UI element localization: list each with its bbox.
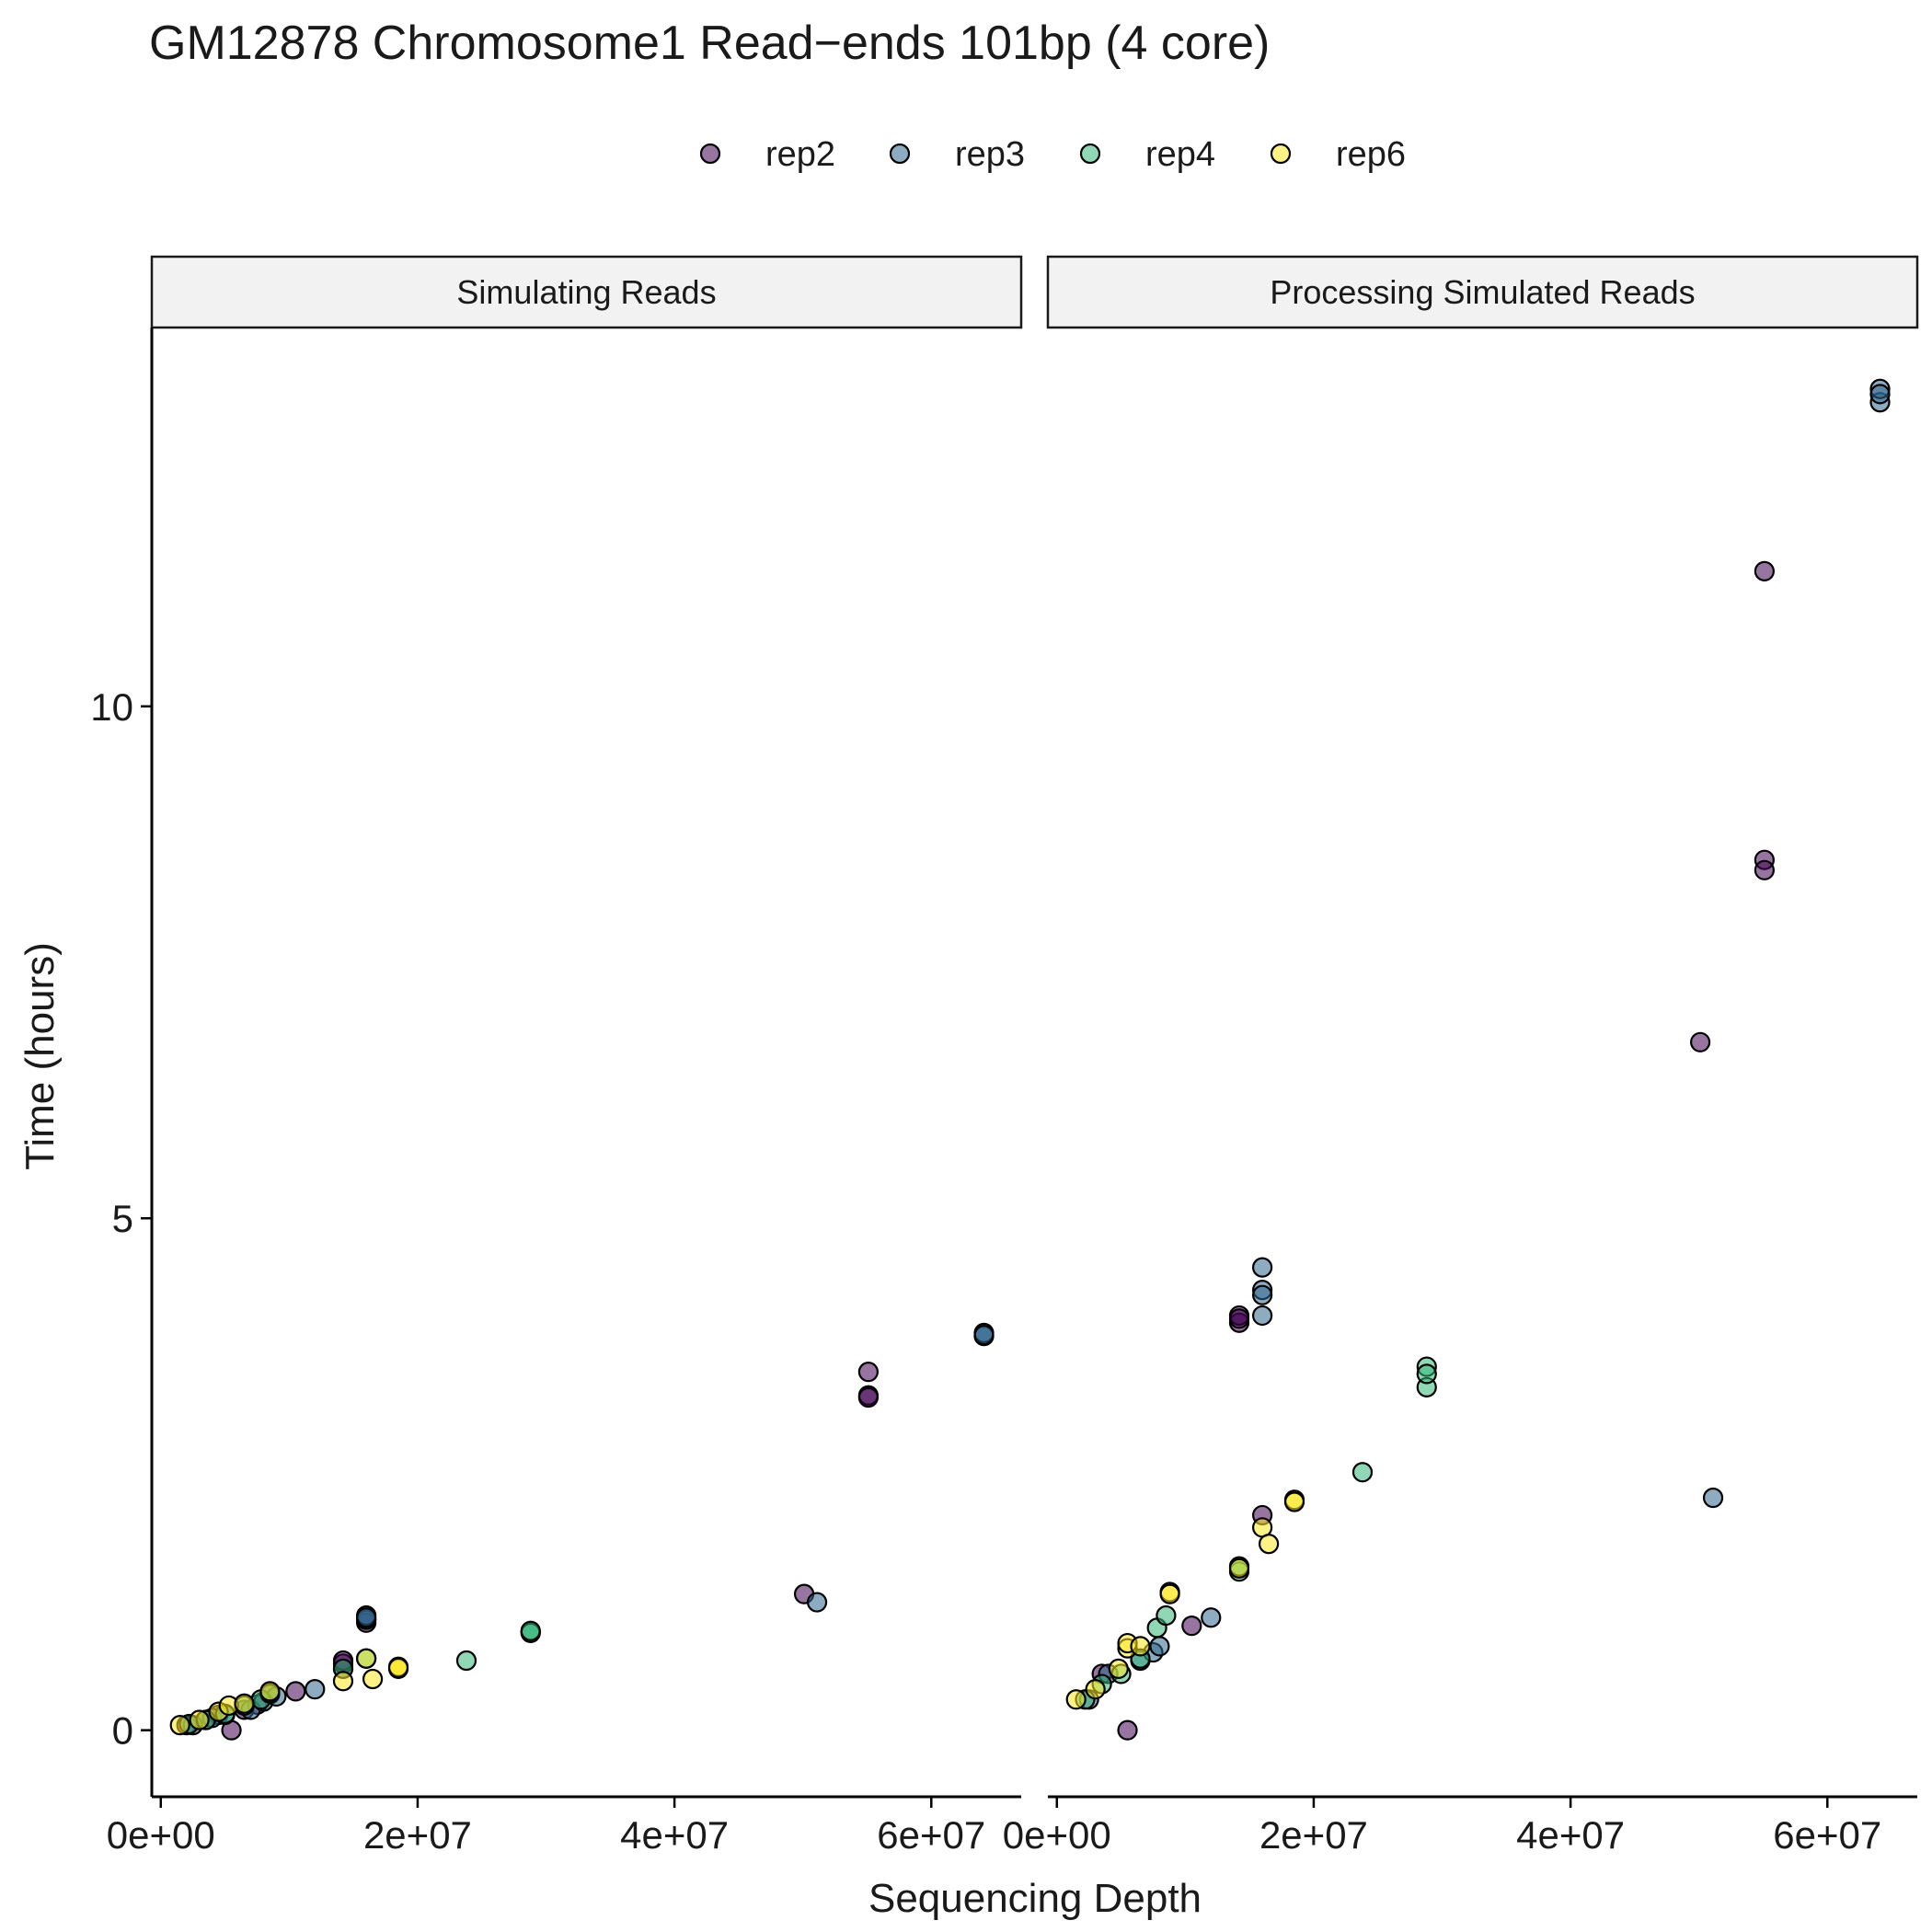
data-point: [1108, 1658, 1129, 1679]
data-point: [1117, 1719, 1138, 1741]
legend-key-rep4: [1079, 143, 1101, 165]
data-point: [169, 1714, 190, 1736]
data-point: [1201, 1607, 1222, 1628]
data-point: [1351, 1462, 1374, 1483]
data-point: [455, 1650, 477, 1672]
data-point: [973, 1324, 995, 1346]
data-point: [1869, 384, 1891, 405]
data-point: [259, 1681, 281, 1702]
data-point: [362, 1668, 384, 1690]
legend-key-rep6: [1270, 143, 1292, 165]
data-point: [305, 1679, 326, 1700]
legend-key-rep2: [699, 143, 721, 165]
data-point: [1416, 1363, 1437, 1385]
series-rep6: [169, 1648, 409, 1736]
x-tick-label: 6e+07: [877, 1813, 985, 1857]
data-point: [1754, 859, 1775, 880]
x-tick-label: 4e+07: [1516, 1813, 1625, 1857]
data-point: [1130, 1636, 1151, 1657]
data-point: [285, 1681, 306, 1702]
data-point: [1754, 560, 1775, 581]
series-rep6: [1065, 1489, 1305, 1710]
data-point: [1689, 1031, 1711, 1052]
x-tick-label: 6e+07: [1773, 1813, 1881, 1857]
series-rep4: [178, 1620, 541, 1735]
panel-2: Processing Simulated Reads 0e+00 2e+07 4e+0…: [1003, 255, 1919, 1857]
data-point: [1159, 1583, 1180, 1604]
data-point: [1149, 1636, 1170, 1657]
facet-strip: [1046, 255, 1919, 329]
x-tick-label: 0e+00: [107, 1813, 215, 1857]
data-point: [234, 1693, 255, 1714]
legend-label-rep2: rep2: [765, 135, 835, 174]
data-point: [1252, 1284, 1273, 1305]
y-axis-label: Time (hours): [17, 942, 63, 1170]
data-point: [1258, 1534, 1280, 1555]
facet-label: Processing Simulated Reads: [1270, 273, 1695, 311]
series-rep2: [1091, 560, 1775, 1741]
series-rep2: [176, 1362, 879, 1741]
y-tick-label: 10: [90, 685, 133, 729]
data-point: [520, 1620, 541, 1641]
data-point: [857, 1362, 879, 1383]
panel-1: Simulating Reads 0e+00 2e+07 4e+07 6e+07 0 5 10: [90, 255, 1023, 1857]
legend-label-rep4: rep4: [1145, 135, 1215, 174]
data-point: [857, 1386, 879, 1409]
data-point: [1283, 1491, 1305, 1512]
legend-item-rep2: rep2: [699, 135, 835, 174]
legend-item-rep3: rep3: [889, 135, 1025, 174]
chart-title: GM12878 Chromosome1 Read−ends 101bp (4 c…: [149, 17, 1270, 70]
data-point: [1252, 1305, 1273, 1327]
data-point: [1181, 1616, 1202, 1637]
data-point: [332, 1671, 354, 1692]
legend-key-rep3: [889, 143, 911, 165]
legend-item-rep6: rep6: [1270, 135, 1406, 174]
panels: Simulating Reads 0e+00 2e+07 4e+07 6e+07 0 5 10…: [90, 255, 1919, 1857]
y-tick-label: 5: [112, 1197, 133, 1240]
data-point: [1228, 1558, 1250, 1579]
data-point: [1065, 1689, 1087, 1710]
data-point: [356, 1648, 377, 1669]
series-rep3: [182, 1322, 995, 1736]
x-tick-label: 2e+07: [1259, 1813, 1368, 1857]
facet-strip: [150, 255, 1023, 329]
x-tick-label: 4e+07: [620, 1813, 729, 1857]
legend-item-rep4: rep4: [1079, 135, 1215, 174]
x-axis-label: Sequencing Depth: [868, 1876, 1202, 1921]
y-tick-label: 0: [112, 1709, 133, 1753]
data-point: [1228, 1308, 1250, 1329]
x-tick-label: 0e+00: [1003, 1813, 1111, 1857]
data-point: [1252, 1257, 1273, 1278]
data-point: [806, 1592, 828, 1613]
data-point: [1702, 1487, 1724, 1509]
legend-label-rep6: rep6: [1336, 135, 1406, 174]
data-point: [387, 1657, 409, 1678]
data-point: [356, 1607, 377, 1628]
facet-label: Simulating Reads: [456, 273, 716, 311]
data-point: [1085, 1679, 1106, 1700]
data-point: [1156, 1604, 1177, 1627]
data-point: [189, 1709, 210, 1731]
legend: rep2 rep3 rep4 rep6: [699, 135, 1406, 174]
legend-label-rep3: rep3: [955, 135, 1025, 174]
x-tick-label: 2e+07: [363, 1813, 472, 1857]
